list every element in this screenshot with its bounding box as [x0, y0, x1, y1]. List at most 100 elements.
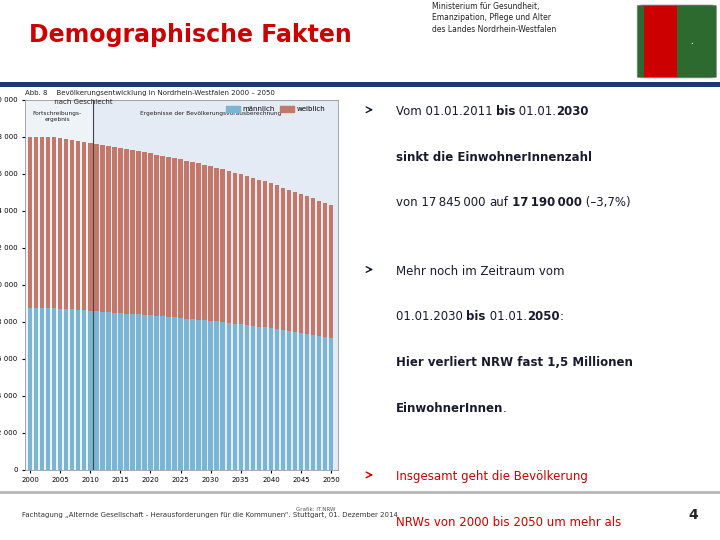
Bar — [142, 152, 147, 315]
Bar — [329, 205, 333, 338]
Bar — [58, 138, 63, 308]
Bar — [263, 181, 267, 327]
Bar — [238, 174, 243, 325]
Bar — [281, 330, 285, 470]
Bar — [70, 309, 74, 470]
Bar — [28, 308, 32, 470]
Bar — [88, 143, 92, 310]
Text: Abb. 8    Bevölkerungsentwicklung in Nordrhein-Westfalen 2000 – 2050: Abb. 8 Bevölkerungsentwicklung in Nordrh… — [25, 90, 275, 96]
Bar — [227, 323, 231, 470]
Bar — [76, 141, 81, 310]
Bar — [34, 137, 38, 308]
Bar — [197, 320, 201, 470]
Bar — [281, 187, 285, 330]
Bar — [202, 165, 207, 320]
Bar — [317, 336, 321, 470]
Bar — [190, 162, 195, 319]
Bar — [40, 137, 45, 308]
Text: Insgesamt geht die Bevölkerung: Insgesamt geht die Bevölkerung — [396, 470, 588, 483]
Bar — [88, 310, 92, 470]
Bar — [136, 314, 140, 470]
FancyBboxPatch shape — [644, 6, 677, 77]
Bar — [209, 166, 213, 321]
Text: Ministerium für Gesundheit,
Emanzipation, Pflege und Alter
des Landes Nordrhein-: Ministerium für Gesundheit, Emanzipation… — [432, 2, 557, 34]
Bar — [209, 321, 213, 470]
Bar — [293, 332, 297, 470]
Text: .: . — [503, 402, 507, 415]
Bar — [106, 146, 111, 312]
Bar — [179, 318, 183, 470]
Bar — [166, 317, 171, 470]
Bar — [130, 150, 135, 314]
Bar — [64, 309, 68, 470]
Bar — [323, 336, 328, 470]
Bar — [233, 173, 237, 323]
Bar — [227, 171, 231, 323]
Bar — [64, 139, 68, 309]
Bar — [329, 338, 333, 470]
Text: 01.01.: 01.01. — [485, 310, 526, 323]
Bar — [184, 161, 189, 319]
Bar — [220, 169, 225, 322]
Bar — [215, 321, 219, 470]
Text: bis: bis — [467, 310, 485, 323]
Text: 01.01.: 01.01. — [516, 105, 557, 118]
Bar — [112, 313, 117, 470]
Text: 2050: 2050 — [526, 310, 559, 323]
Text: Demographische Fakten: Demographische Fakten — [29, 23, 351, 48]
Text: 4: 4 — [688, 508, 698, 522]
Bar — [166, 157, 171, 317]
Bar — [190, 319, 195, 470]
Bar — [148, 153, 153, 315]
Bar — [130, 314, 135, 470]
Bar — [124, 314, 129, 470]
Bar — [154, 154, 159, 316]
Bar — [106, 312, 111, 470]
Bar — [112, 147, 117, 313]
Bar — [179, 159, 183, 318]
Text: Ergebnisse der Bevölkerungsvorausberechnung: Ergebnisse der Bevölkerungsvorausberechn… — [140, 111, 282, 116]
Text: ꓸ: ꓸ — [690, 37, 693, 46]
Bar — [299, 194, 303, 333]
FancyBboxPatch shape — [637, 5, 716, 78]
Bar — [94, 144, 99, 311]
Bar — [287, 331, 292, 470]
Bar — [215, 167, 219, 321]
Text: von 17 845 000: von 17 845 000 — [396, 196, 489, 210]
Bar — [269, 183, 273, 328]
Text: auf: auf — [489, 196, 508, 210]
Text: EinwohnerInnen: EinwohnerInnen — [396, 402, 503, 415]
Text: bis: bis — [496, 105, 516, 118]
Bar — [142, 315, 147, 470]
Bar — [34, 308, 38, 470]
Bar — [269, 328, 273, 470]
Bar — [40, 308, 45, 470]
Bar — [311, 335, 315, 470]
Bar — [124, 149, 129, 314]
Bar — [46, 308, 50, 470]
Bar — [52, 308, 56, 470]
Bar — [263, 327, 267, 470]
Bar — [275, 185, 279, 329]
Bar — [293, 192, 297, 332]
Bar — [202, 320, 207, 470]
Text: :: : — [559, 310, 563, 323]
Bar — [184, 319, 189, 470]
Bar — [154, 316, 159, 470]
Bar — [148, 315, 153, 470]
Text: 2030: 2030 — [557, 105, 589, 118]
Text: nach Geschlecht: nach Geschlecht — [25, 99, 113, 105]
Bar — [220, 322, 225, 470]
Bar — [118, 148, 122, 313]
Bar — [256, 180, 261, 327]
Text: NRWs von 2000 bis 2050 um mehr als: NRWs von 2000 bis 2050 um mehr als — [396, 516, 621, 529]
Bar — [58, 308, 63, 470]
Bar — [233, 323, 237, 470]
Bar — [172, 318, 177, 470]
Bar — [256, 327, 261, 470]
Text: Fortschreibungs-
ergebnis: Fortschreibungs- ergebnis — [32, 111, 81, 122]
Text: 17 190 000: 17 190 000 — [508, 196, 582, 210]
Text: Hier verliert NRW fast 1,5 Millionen: Hier verliert NRW fast 1,5 Millionen — [396, 356, 632, 369]
Text: Grafik: IT.NRW: Grafik: IT.NRW — [296, 507, 336, 512]
Bar — [323, 202, 328, 336]
